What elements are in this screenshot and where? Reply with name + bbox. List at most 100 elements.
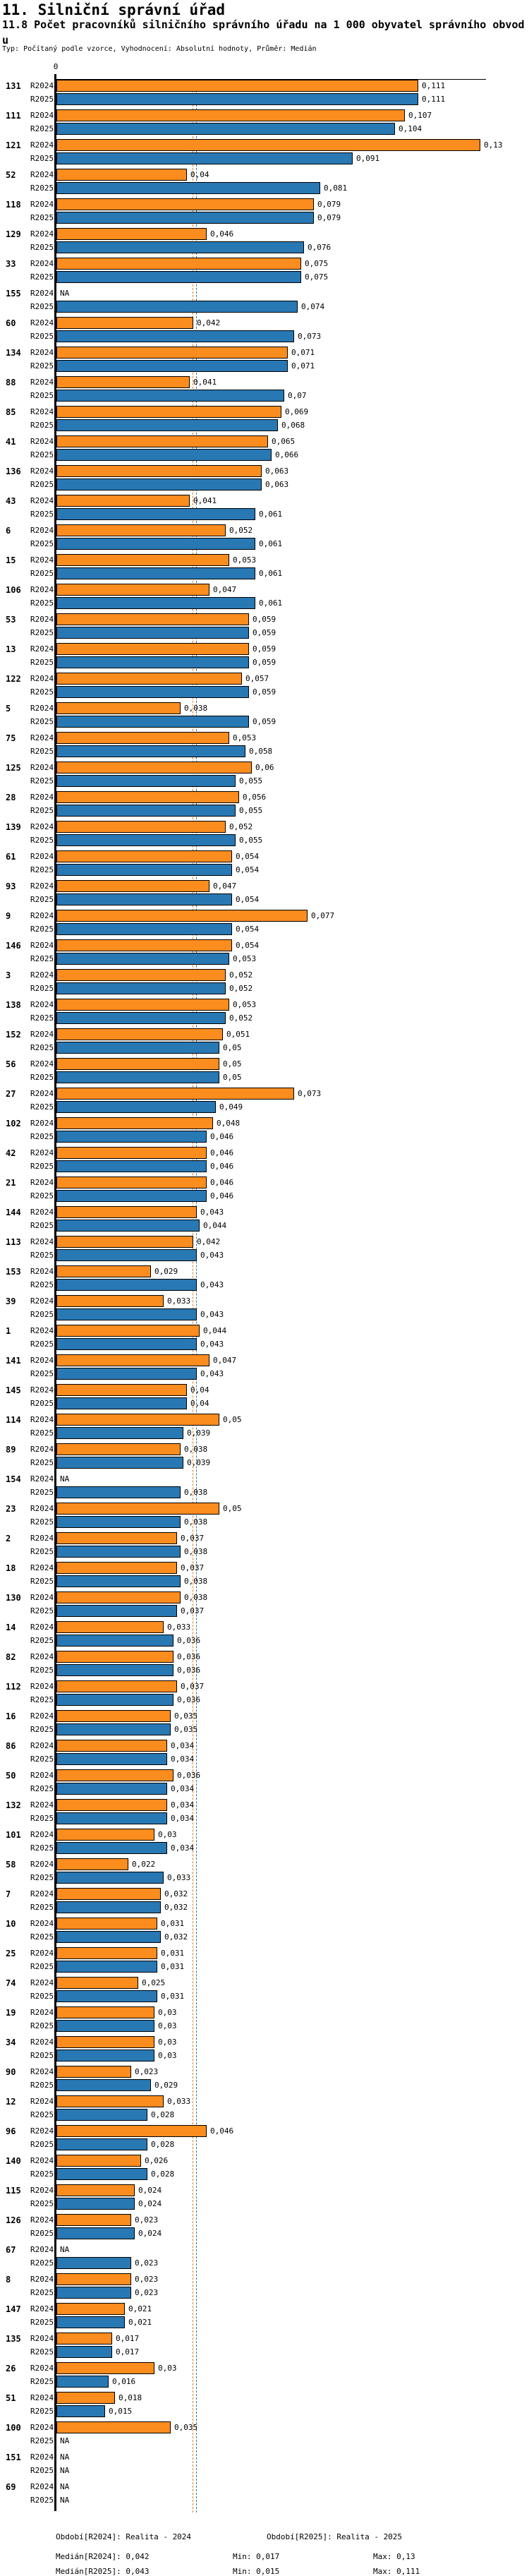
bar-r2024 <box>56 1058 219 1070</box>
series-label: R2025 <box>30 1636 54 1645</box>
bar-group: 147 R2024 0,021 R2025 0,021 <box>0 2303 529 2333</box>
value-label: 0,052 <box>229 822 253 831</box>
bar-group: 2 R2024 0,037 R2025 0,038 <box>0 1532 529 1562</box>
series-label: R2024 <box>30 1119 54 1128</box>
value-label: 0,028 <box>151 2140 175 2149</box>
series-label: R2024 <box>30 1059 54 1069</box>
bar-r2024 <box>56 2036 154 2048</box>
value-label: 0,053 <box>233 555 257 565</box>
value-label: 0,081 <box>324 183 348 193</box>
value-label: 0,052 <box>229 1013 253 1023</box>
value-label: 0,059 <box>253 717 276 726</box>
series-label: R2024 <box>30 1089 54 1098</box>
category-label: 115 <box>6 2186 21 2196</box>
category-label: 9 <box>6 911 11 921</box>
bar-r2025 <box>56 479 262 490</box>
bar-r2024 <box>56 228 207 240</box>
category-label: 140 <box>6 2156 21 2166</box>
bar-r2025 <box>56 2079 151 2091</box>
value-label: 0,031 <box>161 1949 185 1958</box>
series-label: R2024 <box>30 318 54 327</box>
value-label: 0,059 <box>253 687 276 697</box>
bar-r2025 <box>56 1397 187 1409</box>
bar-group: 43 R2024 0,041 R2025 0,061 <box>0 495 529 524</box>
category-label: 21 <box>6 1178 16 1188</box>
series-label: R2024 <box>30 229 54 239</box>
bar-r2024 <box>56 1295 164 1307</box>
value-label: 0,077 <box>311 911 335 920</box>
value-label: 0,024 <box>138 2199 162 2208</box>
series-label: R2024 <box>30 615 54 624</box>
bar-r2025 <box>56 1901 161 1913</box>
stat-median-r2025: Medián[R2025]: 0,043 <box>56 2567 150 2576</box>
category-label: 25 <box>6 1949 16 1958</box>
value-label: 0,054 <box>236 852 260 861</box>
category-label: 90 <box>6 2067 16 2077</box>
series-label: R2025 <box>30 213 54 222</box>
category-label: 141 <box>6 1356 21 1366</box>
bar-group: 85 R2024 0,069 R2025 0,068 <box>0 406 529 435</box>
bar-r2025 <box>56 1368 197 1380</box>
series-label: R2024 <box>30 2186 54 2195</box>
bar-r2025 <box>56 627 249 639</box>
bar-r2024 <box>56 1918 157 1930</box>
value-label: 0,055 <box>239 836 263 845</box>
bar-group: 19 R2024 0,03 R2025 0,03 <box>0 2006 529 2036</box>
series-label: R2025 <box>30 806 54 815</box>
value-label: 0,053 <box>233 733 257 742</box>
bar-group: 75 R2024 0,053 R2025 0,058 <box>0 732 529 762</box>
bar-group: 33 R2024 0,075 R2025 0,075 <box>0 258 529 287</box>
series-label: R2025 <box>30 984 54 993</box>
value-label: 0,051 <box>226 1030 250 1039</box>
value-label: 0,068 <box>281 421 305 430</box>
bar-r2024 <box>56 613 249 625</box>
value-label: 0,076 <box>308 243 332 252</box>
value-label: 0,05 <box>223 1073 242 1082</box>
series-label: R2025 <box>30 1073 54 1082</box>
series-label: R2024 <box>30 793 54 802</box>
bar-r2024 <box>56 2362 154 2374</box>
bar-r2024 <box>56 2095 164 2107</box>
category-label: 2 <box>6 1534 11 1543</box>
value-label: 0,073 <box>298 1089 322 1098</box>
series-label: R2024 <box>30 2156 54 2165</box>
bar-r2024 <box>56 2303 125 2315</box>
series-label: R2024 <box>30 1593 54 1602</box>
category-label: 153 <box>6 1267 21 1277</box>
value-label: 0,03 <box>158 1830 177 1839</box>
bar-group: 52 R2024 0,04 R2025 0,081 <box>0 169 529 198</box>
bar-r2025 <box>56 2257 131 2269</box>
value-label: 0,07 <box>288 391 307 400</box>
bar-group: 56 R2024 0,05 R2025 0,05 <box>0 1058 529 1088</box>
series-label: R2025 <box>30 776 54 786</box>
category-label: 130 <box>6 1593 21 1603</box>
category-label: 122 <box>6 674 21 684</box>
bar-group: 130 R2024 0,038 R2025 0,037 <box>0 1591 529 1621</box>
bar-r2025 <box>56 2287 131 2299</box>
bar-group: 58 R2024 0,022 R2025 0,033 <box>0 1858 529 1888</box>
category-label: 3 <box>6 970 11 980</box>
bar-r2024 <box>56 258 301 270</box>
value-label: 0,034 <box>171 1741 195 1750</box>
bar-r2025 <box>56 2198 135 2210</box>
bar-r2024 <box>56 2155 141 2167</box>
bar-group: 145 R2024 0,04 R2025 0,04 <box>0 1384 529 1414</box>
bar-r2024 <box>56 2421 171 2433</box>
value-label: 0,049 <box>219 1102 243 1112</box>
bar-r2025 <box>56 2346 112 2358</box>
value-label: 0,04 <box>190 1399 209 1408</box>
series-label: R2024 <box>30 1237 54 1246</box>
na-label: NA <box>60 2436 70 2445</box>
bar-r2025 <box>56 123 395 135</box>
value-label: 0,035 <box>174 2423 198 2432</box>
bar-r2024 <box>56 1562 177 1574</box>
bar-group: 138 R2024 0,053 R2025 0,052 <box>0 999 529 1028</box>
bar-r2024 <box>56 2214 131 2226</box>
series-label: R2024 <box>30 1534 54 1543</box>
bar-r2025 <box>56 508 255 520</box>
bar-group: 89 R2024 0,038 R2025 0,039 <box>0 1443 529 1473</box>
series-label: R2024 <box>30 2393 54 2402</box>
bar-r2024 <box>56 850 232 862</box>
series-label: R2025 <box>30 658 54 667</box>
value-label: 0,043 <box>200 1251 224 1260</box>
